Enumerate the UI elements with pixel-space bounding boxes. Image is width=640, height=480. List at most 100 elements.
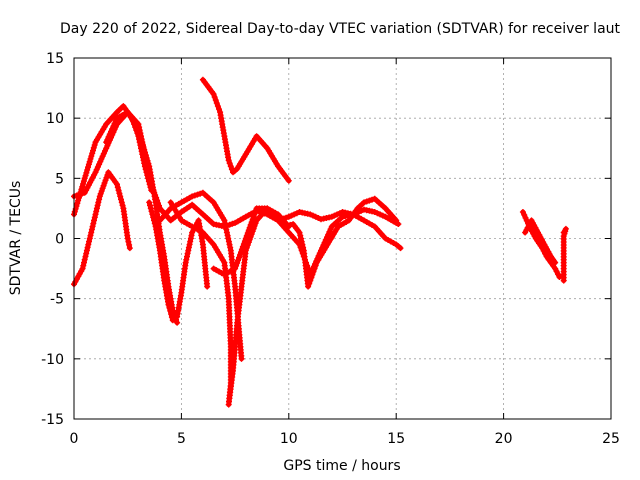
data-point xyxy=(371,209,378,215)
data-point xyxy=(136,130,143,136)
data-point xyxy=(522,214,529,221)
data-point xyxy=(109,125,116,132)
data-point xyxy=(95,199,102,206)
data-point xyxy=(284,222,291,229)
data-point xyxy=(233,262,240,269)
data-point xyxy=(225,235,232,242)
data-point xyxy=(238,249,244,256)
data-point xyxy=(90,144,97,151)
data-point xyxy=(119,202,126,209)
data-point xyxy=(248,219,255,226)
data-point xyxy=(83,247,90,254)
data-point xyxy=(94,202,101,209)
data-point xyxy=(187,238,194,245)
x-tick-label: 15 xyxy=(387,431,405,447)
data-point xyxy=(137,132,144,139)
data-point xyxy=(116,190,123,197)
data-point xyxy=(140,143,147,150)
data-point xyxy=(234,260,241,267)
series-arc5 xyxy=(146,199,211,324)
data-point xyxy=(88,153,95,160)
data-point xyxy=(285,177,292,184)
data-point xyxy=(117,193,124,200)
y-tick-label: -10 xyxy=(41,352,64,368)
data-point xyxy=(204,283,211,290)
data-point xyxy=(85,241,92,248)
data-point xyxy=(369,196,375,203)
data-point xyxy=(82,253,89,260)
data-point xyxy=(288,212,295,219)
data-point xyxy=(191,192,198,199)
data-point xyxy=(148,208,155,215)
data-point xyxy=(79,183,86,190)
data-point xyxy=(135,127,142,134)
data-point xyxy=(358,207,365,214)
data-point xyxy=(93,205,100,212)
data-point xyxy=(124,235,131,242)
data-point xyxy=(96,161,103,168)
data-point xyxy=(377,211,384,218)
data-point xyxy=(307,211,314,218)
data-point xyxy=(85,164,91,171)
data-point xyxy=(71,208,78,215)
data-point xyxy=(227,163,234,170)
data-point xyxy=(212,97,219,104)
data-point xyxy=(81,175,88,182)
data-point xyxy=(168,311,175,318)
data-point xyxy=(547,253,554,260)
data-point xyxy=(138,138,145,145)
series-arc10 xyxy=(281,195,400,290)
data-point xyxy=(103,174,110,181)
data-point xyxy=(93,208,100,215)
data-point xyxy=(147,202,153,209)
data-point xyxy=(232,265,239,272)
data-point xyxy=(521,211,528,218)
data-point xyxy=(183,256,190,263)
data-point xyxy=(126,241,133,248)
data-point xyxy=(393,217,400,224)
data-point xyxy=(73,192,80,199)
data-point xyxy=(97,190,104,197)
data-point xyxy=(91,214,98,221)
data-point xyxy=(85,161,92,168)
series-arc13 xyxy=(560,225,569,284)
data-point xyxy=(149,211,156,218)
series-arc7 xyxy=(167,199,292,408)
data-point xyxy=(139,141,146,148)
data-point xyxy=(247,221,254,228)
data-point xyxy=(99,185,106,192)
data-point xyxy=(216,106,222,113)
data-point xyxy=(237,251,243,258)
data-point xyxy=(103,145,110,152)
data-point xyxy=(146,199,153,206)
series-arc9 xyxy=(210,205,404,278)
data-point xyxy=(298,238,305,245)
x-tick-label: 5 xyxy=(177,431,186,447)
data-point xyxy=(235,257,241,264)
data-point xyxy=(143,155,150,161)
data-point xyxy=(83,250,90,257)
data-point xyxy=(226,241,233,248)
data-point xyxy=(81,259,87,266)
data-point xyxy=(299,241,306,248)
data-point xyxy=(118,199,125,206)
data-point xyxy=(238,355,245,362)
x-tick-label: 0 xyxy=(70,431,79,447)
data-point xyxy=(239,243,246,250)
x-tick-label: 10 xyxy=(280,431,298,447)
data-point xyxy=(240,241,247,247)
data-point xyxy=(252,208,259,215)
data-point xyxy=(306,280,313,287)
data-point xyxy=(250,213,257,220)
data-point xyxy=(80,262,87,269)
data-point xyxy=(144,157,151,164)
y-tick-label: 10 xyxy=(46,111,64,127)
data-point xyxy=(81,256,88,263)
y-tick-label: -5 xyxy=(50,292,64,308)
data-point xyxy=(86,158,93,165)
data-point xyxy=(142,152,149,159)
data-point xyxy=(88,226,95,233)
data-point xyxy=(100,150,107,157)
data-point xyxy=(379,212,386,219)
